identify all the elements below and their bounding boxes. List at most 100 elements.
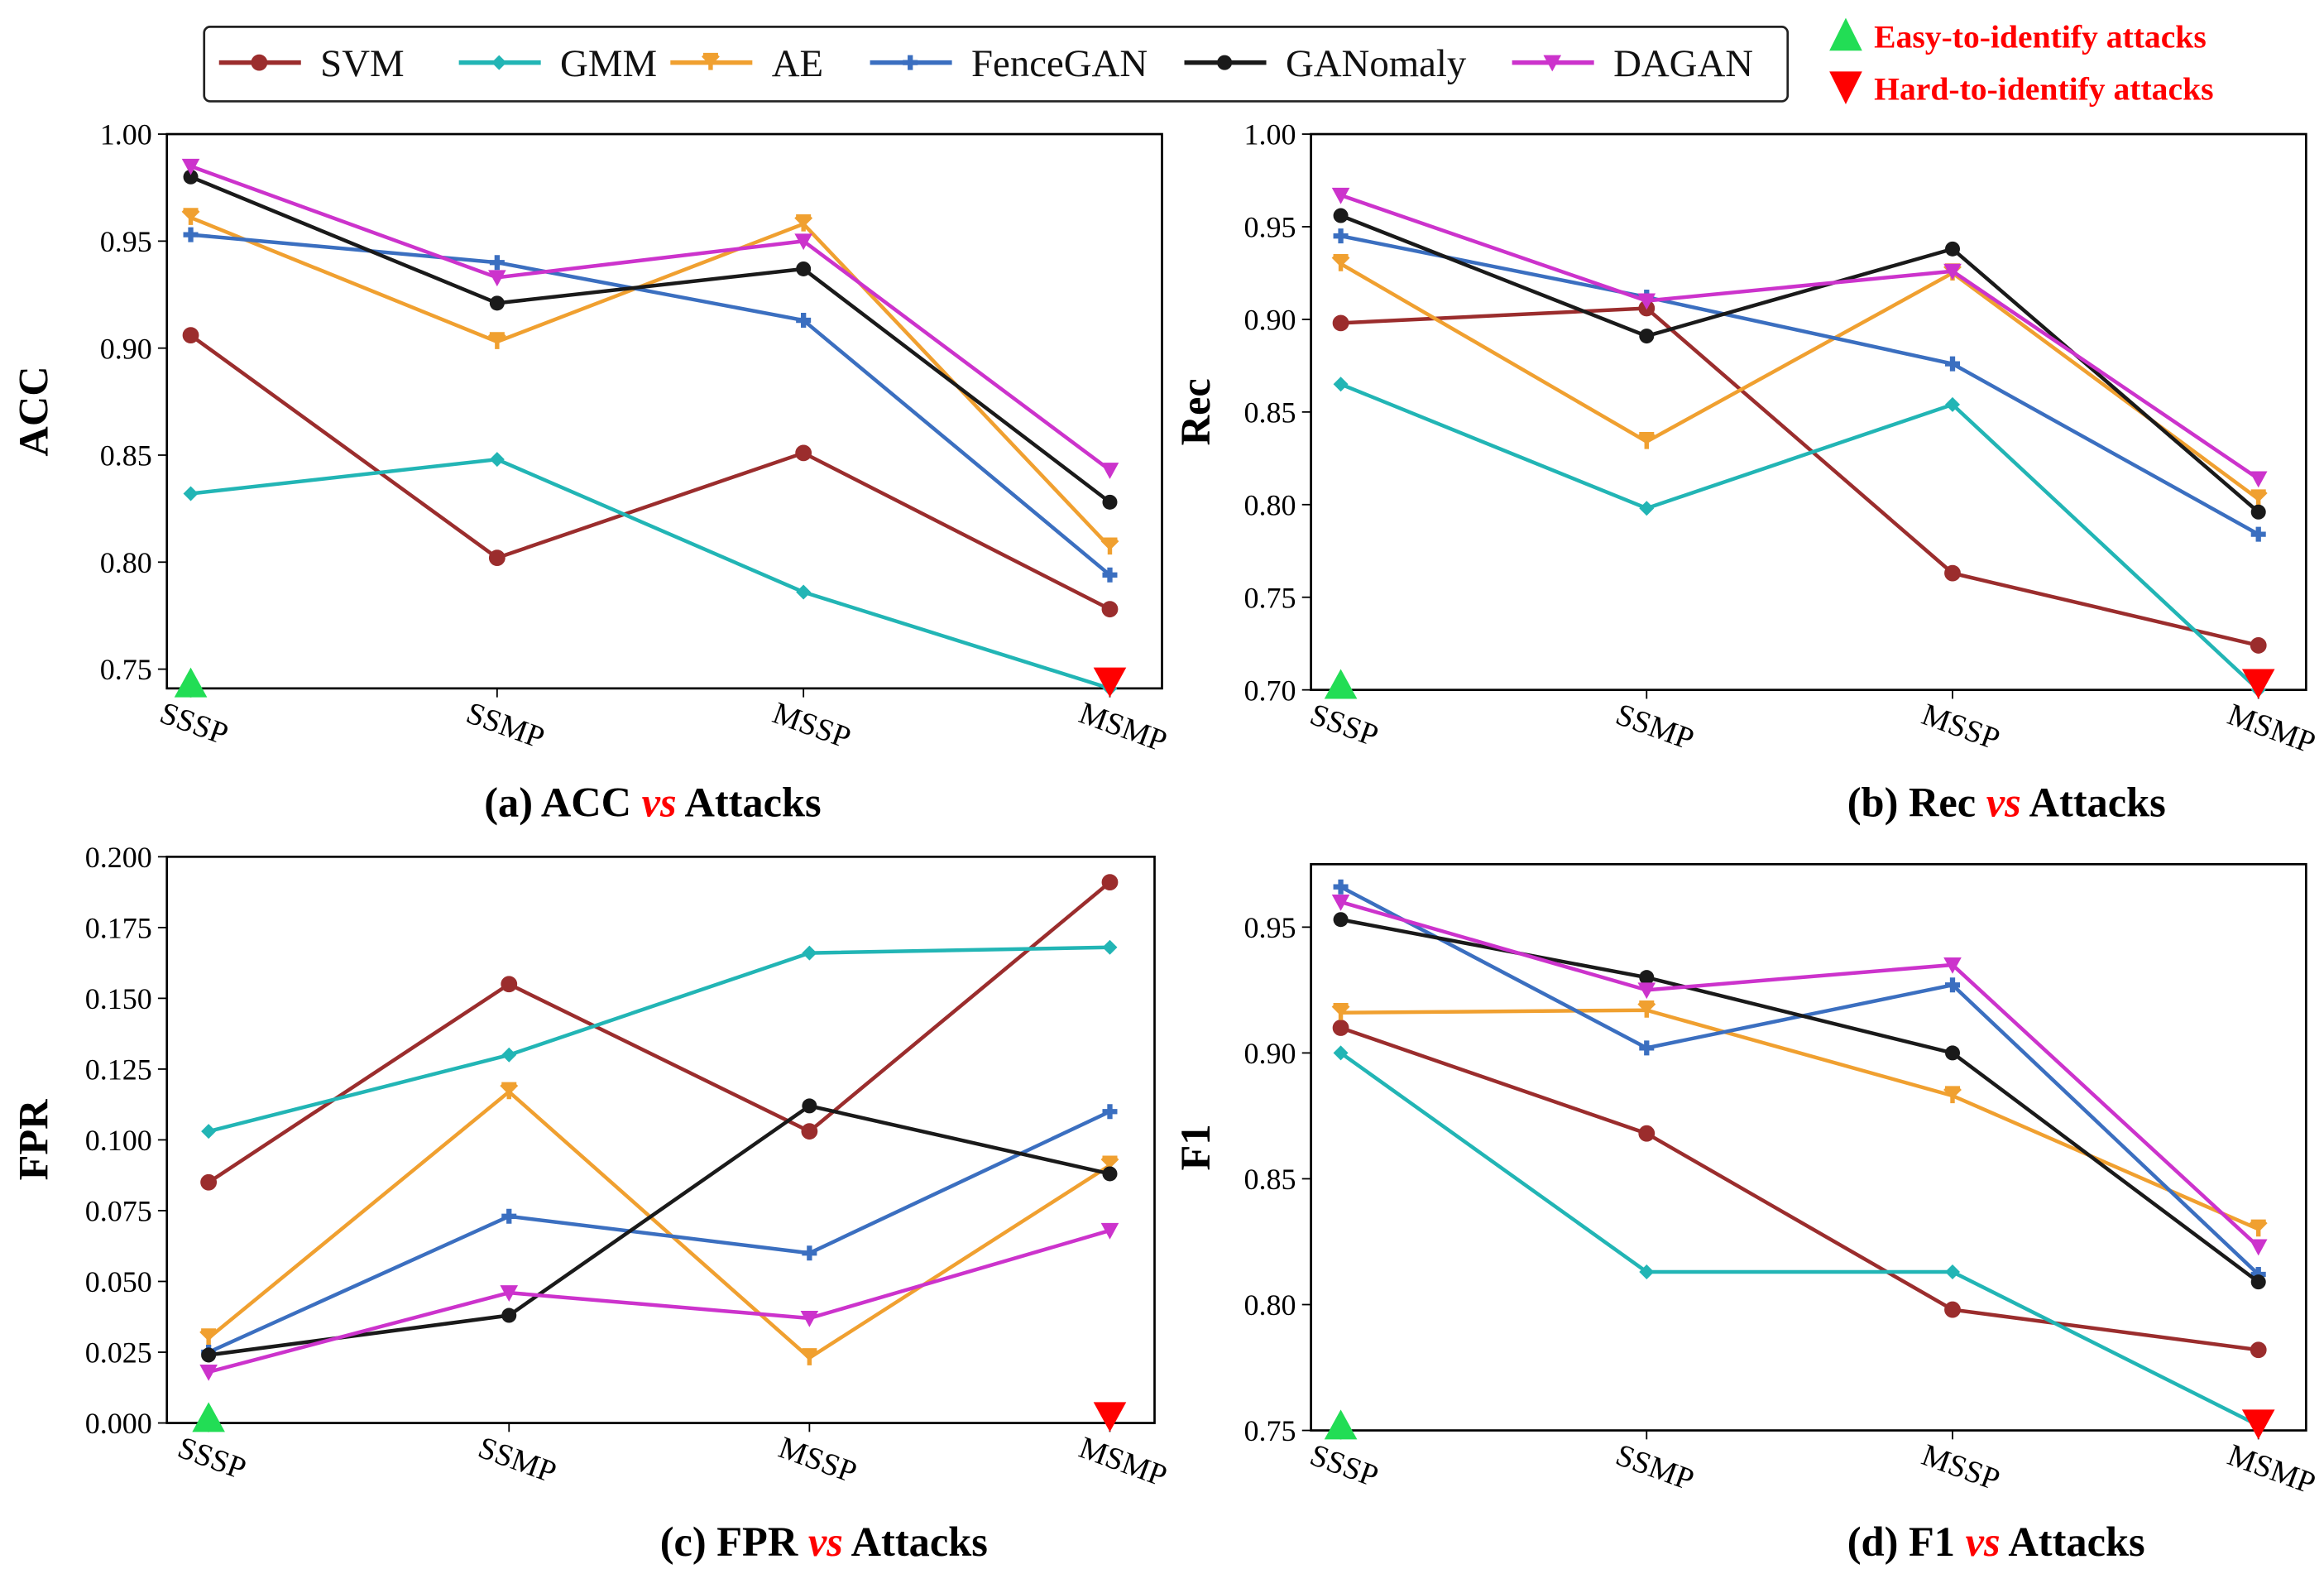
hard-attack-marker-icon [2241,669,2275,699]
attack-annotations: Easy-to-identify attacks Hard-to-identify… [1829,17,2214,108]
point-AE-MSMP [1100,537,1119,555]
legend-marker-SVM [251,54,268,71]
series-line-AE [189,215,1112,549]
point-AE-SSMP [1637,1000,1656,1018]
series-line-GANomaly [189,175,1111,504]
legend-label-GANomaly: GANomaly [1286,42,1467,85]
y-tick-label: 0.125 [85,1053,152,1087]
point-GMM-MSSP [1944,396,1961,412]
y-tick-label: 0.95 [1244,211,1296,244]
point-SVM-SSSP [200,1173,218,1191]
hard-attack-marker-icon [1093,667,1127,698]
panel-fpr: 0.000 0.025 0.050 0.075 0.100 0.125 0.150 0.175… [11,841,1172,1565]
series-line-GANomaly [1340,918,2260,1284]
legend-marker-DAGAN [1543,55,1562,72]
point-SVM-MSMP [1101,874,1119,891]
panel-caption: (a) ACC vs Attacks [484,780,821,826]
series-line-AE [207,1089,1111,1360]
series-AE [199,1082,1119,1365]
easy-attack-marker-icon [192,1402,225,1432]
point-DAGAN-SSSP [181,158,200,175]
panel-caption: (c) FPR vs Attacks [660,1519,988,1565]
x-tick-label: MSMP [2223,697,2320,761]
point-GMM-SSSP [183,486,199,501]
panel-rec: 0.70 0.75 0.80 0.85 0.90 0.95 1.00 SSSP SSMP MSSP… [1172,118,2320,826]
x-tick-label: SSSP [1306,1437,1382,1494]
series-GANomaly [1333,208,2266,520]
series-line-GANomaly [1339,214,2260,514]
point-GANomaly-SSSP [1333,912,1349,928]
caption-prefix: (b) Rec [1847,780,1986,826]
x-tick-label: SSSP [1306,697,1382,753]
point-FenceGAN-MSMP [2250,526,2266,542]
point-GMM-MSSP [802,945,817,961]
series-line-SVM [1340,306,2259,648]
easy-attack-marker-icon [174,667,208,698]
caption-suffix: Attacks [677,780,822,826]
series-SVM [1332,1020,2267,1359]
legend-marker-AE [702,52,720,70]
y-tick-label: 0.80 [100,546,152,579]
y-tick-label: 0.85 [100,439,152,473]
legend-label-FenceGAN: FenceGAN [971,42,1148,85]
series-line-DAGAN [189,164,1111,472]
legend: SVM GMM AE FenceGAN GANomaly DAGAN [203,26,1790,103]
x-tick-label: SSSP [173,1430,250,1486]
series-line-FenceGAN [190,233,1111,577]
point-AE-SSSP [1331,254,1350,271]
series-GANomaly [201,1098,1118,1363]
y-tick-label: 0.075 [85,1195,152,1228]
x-tick-label: MSSP [774,1430,861,1490]
y-tick-label: 0.90 [1244,304,1296,337]
y-tick-label: 0.85 [1244,1163,1296,1196]
y-tick-label: 0.95 [1244,911,1296,944]
point-GANomaly-MSSP [1944,241,1961,257]
series-SVM [200,874,1119,1191]
point-GANomaly-MSSP [802,1098,817,1114]
point-GMM-SSSP [1333,1045,1349,1061]
point-DAGAN-SSSP [199,1364,218,1381]
legend-box [203,26,1790,103]
y-axis-label: F1 [1172,1124,1219,1170]
point-GANomaly-SSMP [1639,970,1655,986]
point-DAGAN-SSMP [1637,293,1656,310]
point-AE-MSSP [1943,1086,1962,1104]
y-tick-label: 0.80 [1244,488,1296,521]
point-DAGAN-MSSP [794,233,812,251]
series-SVM [1332,300,2267,654]
y-tick-label: 1.00 [1244,118,1296,151]
y-tick-label: 0.90 [1244,1037,1296,1070]
point-AE-SSSP [181,208,200,225]
series-DAGAN [1331,187,2268,488]
panel-acc: 0.75 0.80 0.85 0.90 0.95 1.00 SSSP SSMP MSSP MSMP… [11,118,1172,826]
y-tick-label: 0.75 [100,653,152,686]
point-DAGAN-SSSP [1331,894,1350,911]
series-line-DAGAN [1339,900,2260,1249]
point-DAGAN-MSSP [1943,263,1962,281]
point-SVM-SSMP [1638,1125,1656,1142]
hard-attack-marker-icon [2241,1409,2275,1440]
series-SVM [182,327,1119,618]
point-GANomaly-MSMP [1102,494,1118,510]
caption-vs: vs [808,1519,843,1565]
caption-prefix: (d) F1 [1847,1519,1966,1565]
panel-caption: (b) Rec vs Attacks [1847,780,2166,826]
point-FenceGAN-MSSP [1945,977,1961,993]
legend-label-GMM: GMM [560,42,657,85]
point-DAGAN-SSMP [488,270,506,287]
x-tick-label: SSMP [1612,697,1699,757]
y-tick-label: 0.200 [85,841,152,874]
point-SVM-MSMP [2250,637,2267,654]
point-SVM-SSSP [182,327,199,344]
point-DAGAN-MSMP [2249,471,2268,488]
point-FenceGAN-SSSP [183,227,199,242]
point-SVM-SSMP [501,976,518,993]
legend-marker-GANomaly [1217,55,1233,70]
point-DAGAN-SSMP [1637,982,1656,1000]
point-GANomaly-SSSP [1333,208,1349,223]
y-tick-label: 0.100 [85,1124,152,1157]
point-GANomaly-MSSP [1944,1045,1961,1061]
easy-attack-marker-icon [1324,1409,1358,1440]
point-SVM-MSSP [801,1123,818,1140]
